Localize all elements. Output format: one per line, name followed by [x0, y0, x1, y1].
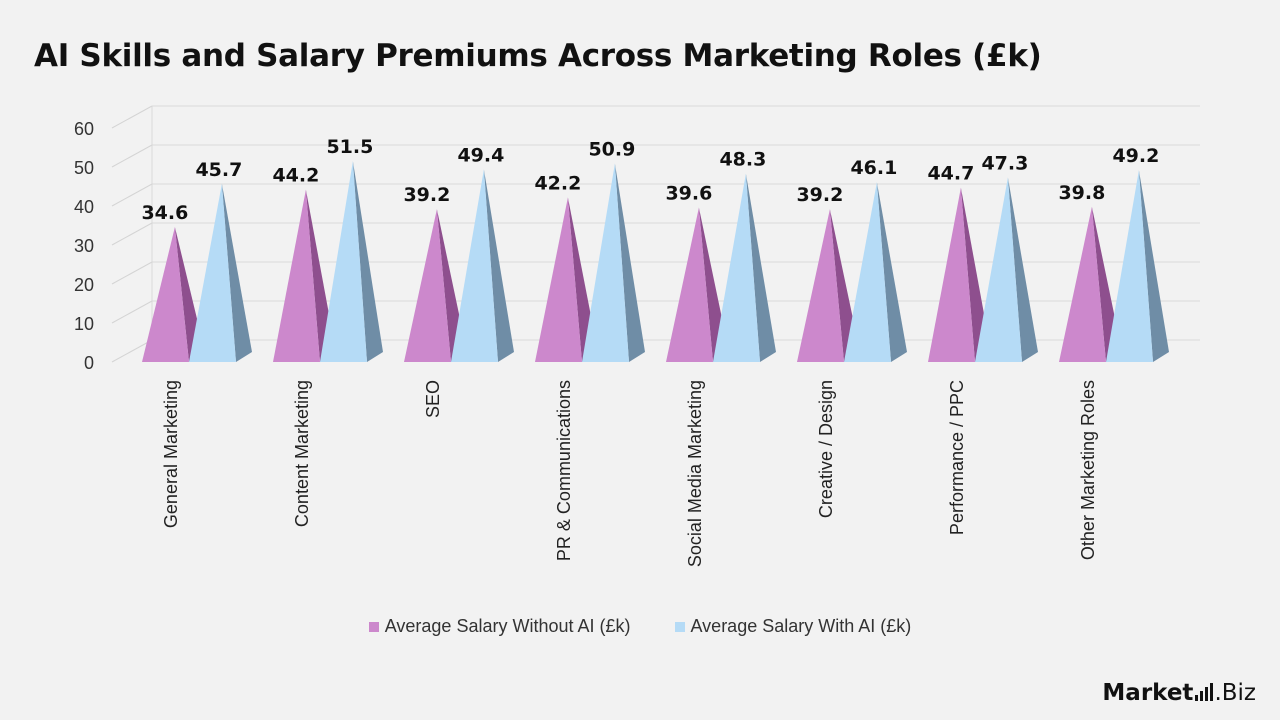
value-label-social-media-marketing-with-ai: 48.3 [719, 149, 766, 171]
legend-label-with-ai: Average Salary With AI (£k) [690, 616, 912, 636]
category-label-creative-design: Creative / Design [816, 380, 836, 518]
legend-item-without-ai: Average Salary Without AI (£k) [368, 616, 631, 637]
category-label-social-media-marketing: Social Media Marketing [685, 380, 705, 567]
value-label-content-marketing-with-ai: 51.5 [326, 136, 373, 158]
value-label-general-marketing-without-ai: 34.6 [141, 202, 188, 224]
value-label-seo-with-ai: 49.4 [457, 144, 504, 166]
logo-text-strong: Market [1102, 680, 1194, 706]
pyramid-side-seo-with-ai [483, 169, 514, 362]
category-label-pr-communications: PR & Communications [554, 380, 574, 561]
pyramid-performance-ppc-without-ai [928, 187, 975, 362]
y-tick-label-20: 20 [74, 275, 94, 295]
pyramid-side-social-media-marketing-with-ai [745, 173, 776, 362]
y-tick-label-30: 30 [74, 236, 94, 256]
chart-title: AI Skills and Salary Premiums Across Mar… [34, 38, 1042, 74]
legend-swatch-without-ai [368, 621, 379, 632]
legend-item-with-ai: Average Salary With AI (£k) [674, 616, 912, 637]
y-tick-label-60: 60 [74, 119, 94, 139]
pyramid-social-media-marketing-with-ai [713, 173, 760, 362]
pyramid-creative-design-with-ai [844, 182, 891, 362]
pyramid-other-marketing-roles-without-ai [1059, 206, 1106, 362]
legend-label-without-ai: Average Salary Without AI (£k) [384, 616, 631, 636]
legend-swatch-with-ai [674, 621, 685, 632]
gridline-depth-10 [111, 300, 153, 324]
pyramid-seo-without-ai [404, 209, 451, 362]
category-label-performance-ppc: Performance / PPC [947, 380, 967, 535]
value-label-other-marketing-roles-with-ai: 49.2 [1112, 145, 1159, 167]
category-label-general-marketing: General Marketing [161, 380, 181, 528]
pyramid-side-general-marketing-with-ai [221, 183, 252, 362]
value-label-performance-ppc-with-ai: 47.3 [981, 153, 1028, 175]
pyramid-side-creative-design-with-ai [876, 182, 907, 362]
pyramid-other-marketing-roles-with-ai [1106, 170, 1153, 362]
legend: Average Salary Without AI (£k) Average S… [0, 616, 1280, 637]
pyramid-side-performance-ppc-with-ai [1007, 177, 1038, 362]
pyramid-general-marketing-without-ai [142, 227, 189, 362]
category-label-other-marketing-roles: Other Marketing Roles [1078, 380, 1098, 560]
value-label-pr-communications-without-ai: 42.2 [534, 172, 581, 194]
brand-logo: Market .Biz [1102, 680, 1256, 706]
y-tick-label-10: 10 [74, 314, 94, 334]
pyramid-social-media-marketing-without-ai [666, 207, 713, 362]
value-label-social-media-marketing-without-ai: 39.6 [665, 183, 712, 205]
pyramid-creative-design-without-ai [797, 209, 844, 362]
y-tick-label-50: 50 [74, 158, 94, 178]
logo-bars-icon [1195, 683, 1214, 701]
pyramid-general-marketing-with-ai [189, 183, 236, 362]
value-label-other-marketing-roles-without-ai: 39.8 [1058, 182, 1105, 204]
value-label-content-marketing-without-ai: 44.2 [272, 165, 319, 187]
gridline-depth-20 [111, 261, 153, 285]
gridline-depth-50 [111, 144, 153, 168]
value-label-seo-without-ai: 39.2 [403, 184, 450, 206]
pyramid-content-marketing-with-ai [320, 161, 367, 362]
category-label-content-marketing: Content Marketing [292, 380, 312, 527]
y-tick-label-40: 40 [74, 197, 94, 217]
pyramid-pr-communications-without-ai [535, 197, 582, 362]
gridline-depth-40 [111, 183, 153, 207]
category-label-seo: SEO [423, 380, 443, 418]
value-label-creative-design-without-ai: 39.2 [796, 184, 843, 206]
gridline-depth-60 [111, 105, 153, 129]
pyramid-side-other-marketing-roles-with-ai [1138, 170, 1169, 362]
value-label-general-marketing-with-ai: 45.7 [195, 159, 242, 181]
pyramid-side-content-marketing-with-ai [352, 161, 383, 362]
y-tick-label-0: 0 [84, 353, 94, 373]
value-label-performance-ppc-without-ai: 44.7 [927, 163, 974, 185]
pyramid-seo-with-ai [451, 169, 498, 362]
gridline-depth-30 [111, 222, 153, 246]
value-label-pr-communications-with-ai: 50.9 [588, 138, 635, 160]
logo-text-rest: .Biz [1214, 680, 1256, 706]
pyramid-side-pr-communications-with-ai [614, 163, 645, 362]
pyramid-pr-communications-with-ai [582, 163, 629, 362]
value-label-creative-design-with-ai: 46.1 [850, 157, 897, 179]
pyramid-content-marketing-without-ai [273, 189, 320, 362]
gridline-depth-0 [111, 339, 153, 363]
pyramid-performance-ppc-with-ai [975, 177, 1022, 362]
